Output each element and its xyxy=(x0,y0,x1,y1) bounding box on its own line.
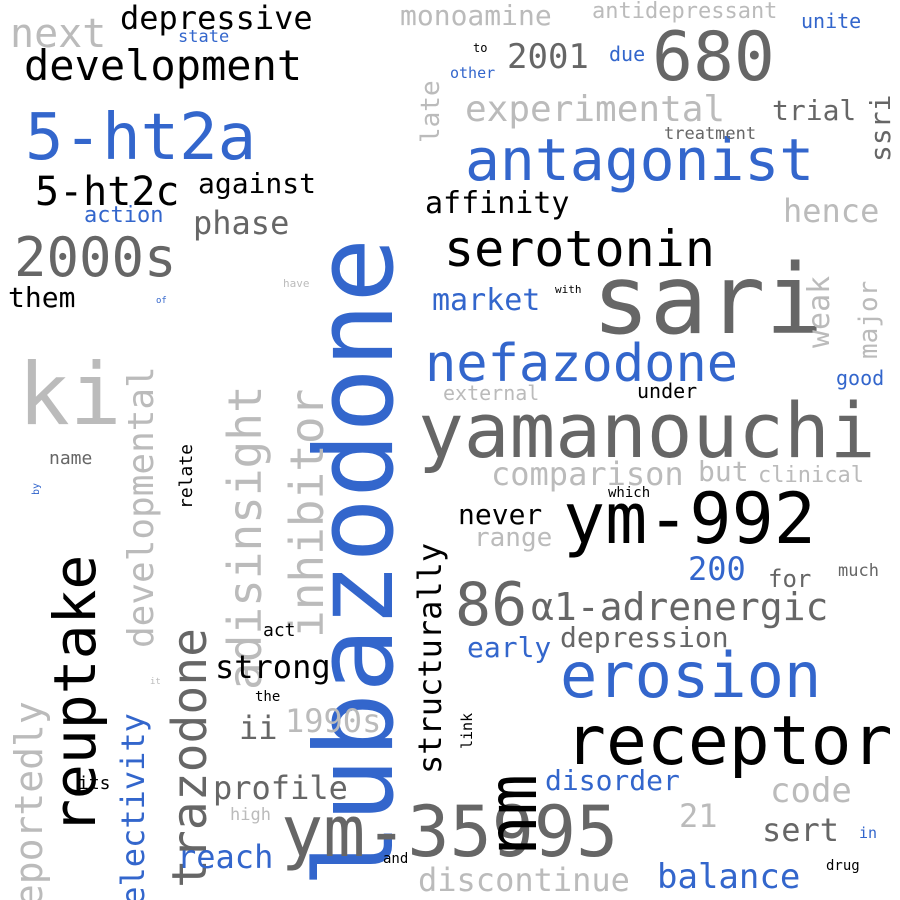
word-trial: trial xyxy=(772,94,857,127)
word-selectivity: selectivity xyxy=(114,713,152,900)
word-in: in xyxy=(859,824,878,842)
word-state: state xyxy=(178,27,230,47)
word-serotonin: serotonin xyxy=(444,220,715,278)
word-nm: nm xyxy=(474,774,553,856)
word-antidepressant: antidepressant xyxy=(592,0,778,24)
word-ssri: ssri xyxy=(864,94,897,162)
word-a1-adrenergic: α1-adrenergic xyxy=(531,585,829,629)
word-name: name xyxy=(49,448,93,469)
word-sari: sari xyxy=(592,244,824,356)
word-1990s: 1990s xyxy=(285,702,382,740)
word-inhibitor: inhibitor xyxy=(280,388,334,638)
word-2000s: 2000s xyxy=(14,226,177,289)
word-reach: reach xyxy=(177,838,274,876)
word-profile: profile xyxy=(213,769,348,807)
word-against: against xyxy=(198,167,317,200)
word-treatment: treatment xyxy=(664,124,757,144)
word-receptor: receptor xyxy=(565,702,893,781)
word-affinity: affinity xyxy=(425,186,570,221)
word-but: but xyxy=(698,455,749,488)
word-5-ht2a: 5-ht2a xyxy=(25,101,257,175)
word-external: external xyxy=(443,381,540,405)
word-antagonist: antagonist xyxy=(465,126,815,194)
word-early: early xyxy=(467,631,552,664)
word-ki: ki xyxy=(18,345,122,445)
word-action: action xyxy=(84,203,164,228)
word-next: next xyxy=(10,11,107,57)
word-them: them xyxy=(8,281,76,314)
word-relate: relate xyxy=(176,443,197,509)
word-yamanouchi: yamanouchi xyxy=(418,386,876,475)
word-range: range xyxy=(474,523,553,553)
word-depressive: depressive xyxy=(120,0,313,37)
word-drug: drug xyxy=(826,858,860,874)
word-good: good xyxy=(836,366,885,390)
word-link: link xyxy=(458,712,476,749)
word-reportedly: reportedly xyxy=(7,701,51,900)
word-for: for xyxy=(768,565,812,593)
word-phase: phase xyxy=(193,204,290,242)
word-act: act xyxy=(263,620,296,641)
word-comparison: comparison xyxy=(491,455,684,493)
word-development: development xyxy=(24,41,303,90)
word-it: it xyxy=(150,677,161,687)
word-late: late xyxy=(416,80,446,143)
word-which: which xyxy=(608,485,651,501)
word-other: other xyxy=(450,64,496,82)
word-monoamine: monoamine xyxy=(400,0,552,32)
word-market: market xyxy=(432,283,541,318)
word-ym-992: ym-992 xyxy=(563,478,816,560)
word-21: 21 xyxy=(679,797,718,835)
word-by: by xyxy=(31,482,42,495)
word-much: much xyxy=(838,561,879,581)
word-balance: balance xyxy=(657,857,801,897)
word-structurally: structurally xyxy=(411,542,449,774)
word-and: and xyxy=(383,851,409,867)
word-developmental: developmental xyxy=(121,366,162,648)
word-to: to xyxy=(473,41,488,55)
word-have: have xyxy=(283,277,310,290)
word-unite: unite xyxy=(801,9,862,33)
word-under: under xyxy=(637,379,698,403)
word-ii: ii xyxy=(239,709,278,747)
word-ym-35995: ym-35995 xyxy=(281,791,619,873)
word-nefazodone: nefazodone xyxy=(425,334,739,394)
word-never: never xyxy=(458,498,543,531)
word-weak: weak xyxy=(802,275,837,348)
word-erosion: erosion xyxy=(560,639,822,712)
word-depression: depression xyxy=(560,621,729,654)
word-adisinsight: adisinsight xyxy=(218,385,272,690)
word-major: major xyxy=(854,280,884,359)
word-code: code xyxy=(770,771,852,811)
word-680: 680 xyxy=(652,18,775,97)
word-86: 86 xyxy=(455,570,528,640)
word-of: of xyxy=(156,296,167,306)
word-clinical: clinical xyxy=(758,463,864,488)
word-discontinue: discontinue xyxy=(418,861,630,899)
word-with: with xyxy=(555,283,582,296)
word-the: the xyxy=(255,689,281,705)
word-disorder: disorder xyxy=(545,764,680,797)
word-its: its xyxy=(78,773,111,794)
word-sert: sert xyxy=(762,811,840,849)
word-2001: 2001 xyxy=(507,37,589,77)
word-hence: hence xyxy=(783,192,880,230)
word-experimental: experimental xyxy=(465,89,726,130)
word-due: due xyxy=(609,42,646,66)
word-strong: strong xyxy=(215,648,331,686)
word-high: high xyxy=(230,805,271,825)
word-200: 200 xyxy=(688,550,746,588)
word-5-ht2c: 5-ht2c xyxy=(35,169,180,215)
